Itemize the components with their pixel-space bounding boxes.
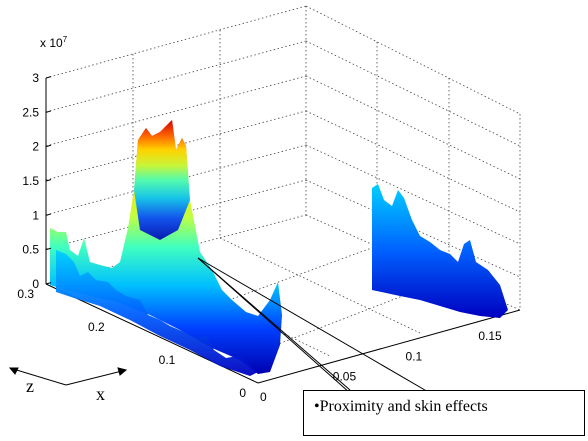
peak-highlight xyxy=(134,120,190,240)
depth-tick-label: 0.3 xyxy=(17,287,34,301)
right-strip-back xyxy=(372,184,508,318)
x-tick-label: 0 xyxy=(260,390,267,404)
surface-left xyxy=(50,120,282,376)
vertical-tick-mark xyxy=(45,179,52,182)
vertical-tick-mark xyxy=(45,76,52,79)
depth-tick-labels: 0 0.1 0.2 0.3 xyxy=(17,287,246,400)
multiplier-exponent: 7 xyxy=(63,35,68,44)
x-tick-label: 0.15 xyxy=(478,329,502,343)
vertical-tick-labels: 0 0.5 1 1.5 2 2.5 3 xyxy=(22,71,52,291)
depth-tick-label: 0 xyxy=(239,386,246,400)
vertical-tick-label: 2 xyxy=(32,140,39,154)
vertical-tick-mark xyxy=(45,144,52,148)
depth-tick-label: 0.2 xyxy=(88,320,105,334)
surface-strip-back xyxy=(50,120,282,374)
vertical-tick-label: 0 xyxy=(32,277,39,291)
vertical-tick-label: 1.5 xyxy=(22,174,39,188)
x-tick-label: 0.05 xyxy=(333,370,357,384)
vertical-tick-label: 1 xyxy=(32,208,39,222)
annotation-text: •Proximity and skin effects xyxy=(314,398,488,415)
depth-tick-label: 0.1 xyxy=(159,353,176,367)
x-indicator-label: x xyxy=(96,384,105,404)
surface-right xyxy=(372,184,508,318)
axis-indicator xyxy=(8,367,128,386)
z-indicator-label: z xyxy=(26,376,34,396)
callout-lines xyxy=(197,257,431,394)
vertical-tick-mark xyxy=(45,247,52,251)
multiplier-label: x 107 xyxy=(40,35,68,50)
vertical-tick-mark xyxy=(45,213,52,216)
surface-strip-front xyxy=(56,250,258,376)
vertical-tick-label: 2.5 xyxy=(22,105,39,119)
annotation-box: •Proximity and skin effects xyxy=(303,390,585,436)
vertical-tick-mark xyxy=(45,110,52,113)
vertical-tick-label: 3 xyxy=(32,71,39,85)
vertical-tick-label: 0.5 xyxy=(22,243,39,257)
x-tick-label: 0.1 xyxy=(406,349,423,363)
vertical-tick-mark xyxy=(45,282,52,285)
x-tick-labels: 0 0.05 0.1 0.15 xyxy=(260,329,502,404)
